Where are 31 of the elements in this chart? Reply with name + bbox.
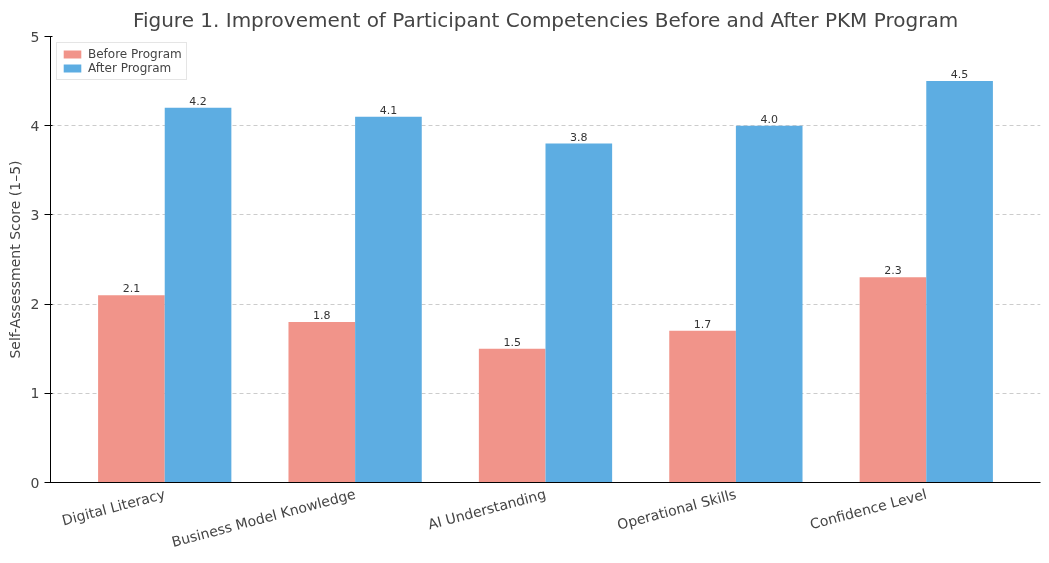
bar <box>669 330 736 483</box>
y-tick-label: 5 <box>30 28 40 45</box>
bar <box>478 348 546 483</box>
data-label: 1.7 <box>693 317 712 331</box>
data-label: 4.0 <box>760 112 778 126</box>
data-label: 4.2 <box>189 94 207 108</box>
data-label: 4.1 <box>379 103 398 117</box>
bar <box>98 295 165 483</box>
y-tick-label: 4 <box>30 117 40 134</box>
y-tick-label: 1 <box>30 385 40 402</box>
data-label: 3.8 <box>570 130 588 144</box>
bar <box>288 321 356 483</box>
data-label: 2.3 <box>884 264 902 278</box>
y-axis-title: Self-Assessment Score (1–5) <box>6 160 23 359</box>
bar <box>926 81 993 483</box>
data-label: 4.5 <box>950 68 969 82</box>
bar <box>735 125 803 483</box>
y-tick-label: 0 <box>30 474 40 491</box>
bar <box>355 116 422 483</box>
bar <box>164 107 232 483</box>
data-label: 1.8 <box>313 308 331 322</box>
legend-label: Before Program <box>88 47 182 61</box>
y-tick-label: 2 <box>30 296 40 313</box>
y-tick-label: 3 <box>30 206 40 223</box>
data-label: 1.5 <box>503 335 521 349</box>
legend-label: After Program <box>88 61 172 75</box>
chart-title: Figure 1. Improvement of Participant Competencies Before and After PKM Program <box>132 7 959 32</box>
data-label: 2.1 <box>122 282 141 296</box>
bar <box>859 277 927 483</box>
x-tick-label: Digital Literacy <box>60 485 167 529</box>
bar <box>545 143 613 483</box>
